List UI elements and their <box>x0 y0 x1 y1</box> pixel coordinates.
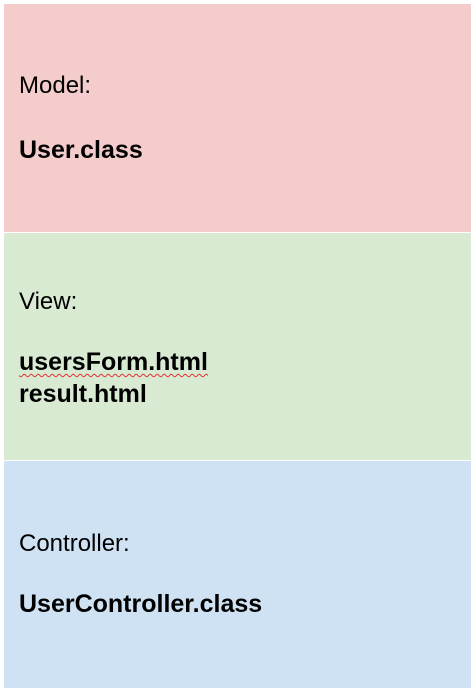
view-file-list: usersForm.html result.html <box>19 346 208 410</box>
view-label: View: <box>19 288 78 315</box>
model-file: User.class <box>19 136 143 164</box>
controller-label: Controller: <box>19 530 130 557</box>
model-file-list: User.class <box>19 134 143 166</box>
model-label: Model: <box>19 72 92 99</box>
model-section: Model: User.class <box>4 4 471 233</box>
view-file: result.html <box>19 380 147 408</box>
controller-file: UserController.class <box>19 590 263 618</box>
controller-file-list: UserController.class <box>19 588 262 620</box>
controller-section: Controller: UserController.class <box>4 461 471 688</box>
view-file-name: usersForm.html <box>19 348 208 376</box>
view-section: View: usersForm.html result.html <box>4 233 471 461</box>
mvc-diagram: Model: User.class View: usersForm.html r… <box>4 4 471 688</box>
view-file: usersForm.html <box>19 346 208 378</box>
